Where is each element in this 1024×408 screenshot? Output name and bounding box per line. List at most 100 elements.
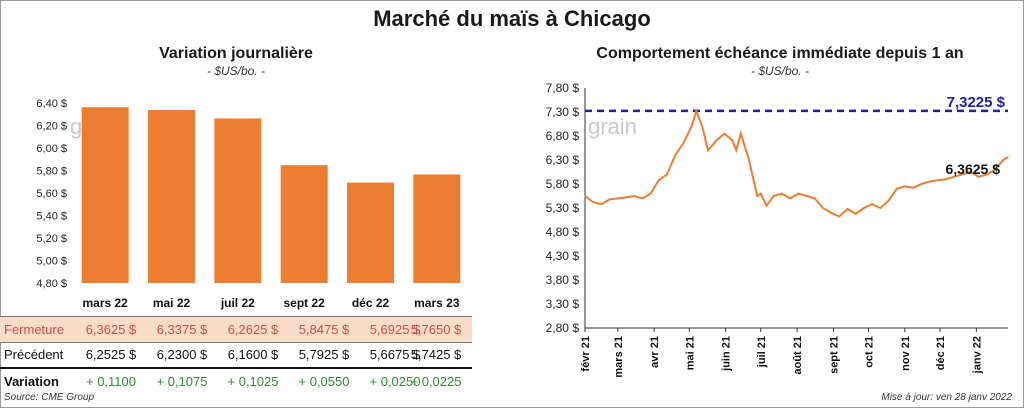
line-point	[781, 192, 783, 195]
line-ytick-label: 2,80 $	[546, 321, 580, 335]
bar-ytick-label: 6,00 $	[36, 143, 67, 155]
line-xtick-label: mai 21	[684, 336, 696, 370]
bar-ytick-label: 6,20 $	[36, 121, 67, 133]
bar-category-label: mai 22	[153, 296, 191, 310]
bar-ytick-label: 5,20 $	[36, 233, 67, 245]
line-point	[871, 203, 873, 205]
line-point	[830, 212, 832, 214]
line-ytick-label: 4,80 $	[546, 225, 580, 239]
table-cell: 6,3625 $	[85, 322, 137, 337]
line-ytick-label: 5,30 $	[546, 201, 580, 215]
line-point	[797, 192, 800, 195]
source-note: Source: CME Group	[4, 392, 95, 403]
line-ytick-label: 4,30 $	[546, 249, 580, 263]
bar-category-label: juil 22	[220, 296, 255, 310]
line-point	[625, 196, 627, 199]
table-cell: + 0,1100	[85, 374, 136, 389]
row-label: Variation	[4, 374, 59, 389]
line-point	[928, 180, 931, 183]
table-cell: + 0,1025	[227, 374, 279, 389]
line-point	[879, 207, 882, 209]
right-chart-title: Comportement échéance immédiate depuis 1…	[596, 45, 964, 62]
table-cell: 5,7925 $	[298, 347, 350, 362]
line-ytick-label: 6,30 $	[546, 153, 580, 167]
line-point	[961, 173, 964, 176]
line-ytick-label: 3,30 $	[546, 297, 580, 311]
price-line	[584, 107, 1009, 218]
line-point	[715, 140, 718, 142]
bar	[347, 182, 394, 283]
table-cell: 6,2525 $	[85, 347, 137, 362]
bar	[81, 107, 129, 283]
line-xtick-label: nov 21	[900, 336, 912, 371]
table-row-variation: Variation + 0,1100 + 0,1075 + 0,1025 + 0…	[0, 369, 472, 394]
line-xtick-label: juin 21	[721, 336, 733, 372]
line-point	[912, 187, 914, 189]
line-point	[994, 168, 996, 171]
line-point	[707, 149, 709, 152]
line-point	[649, 192, 652, 195]
line-point	[759, 192, 762, 195]
line-point	[584, 195, 586, 197]
max-value-label: 7,3225 $	[947, 94, 1006, 111]
row-label: Fermeture	[4, 322, 64, 337]
bar	[214, 118, 262, 283]
line-xtick-label: janv 22	[971, 336, 983, 374]
line-point	[1007, 156, 1009, 158]
bar-category-label: mars 23	[414, 296, 460, 310]
left-chart-title: Variation journalière	[159, 45, 313, 62]
line-point	[986, 173, 988, 176]
row-label: Précédent	[4, 347, 64, 362]
line-point	[805, 195, 808, 197]
bar	[413, 174, 461, 283]
line-point	[863, 207, 865, 209]
main-title: Marché du maïs à Chicago	[373, 6, 651, 31]
bar-category-label: sept 22	[283, 296, 325, 310]
line-point	[854, 212, 857, 215]
line-point	[822, 207, 824, 209]
line-point	[658, 179, 660, 181]
line-point	[789, 197, 791, 200]
line-point	[945, 178, 947, 180]
line-xtick-label: mars 21	[613, 336, 625, 378]
table-cell: + 0,1075	[156, 374, 208, 389]
bar-ytick-label: 6,40 $	[36, 98, 67, 110]
table-cell: + 0,0550	[298, 374, 350, 389]
line-point	[953, 176, 955, 178]
line-point	[735, 149, 737, 152]
table-cell: 6,1600 $	[227, 347, 279, 362]
line-xtick-label: août 21	[792, 336, 804, 375]
line-point	[765, 204, 768, 207]
line-ytick-label: 6,80 $	[546, 129, 580, 143]
table-row-fermeture: Fermeture 6,3625 $ 6,3375 $ 6,2625 $ 5,8…	[0, 316, 472, 343]
bar-ytick-label: 5,40 $	[36, 211, 67, 223]
line-ytick-label: 5,80 $	[546, 177, 580, 191]
bar-ytick-label: 5,60 $	[36, 188, 67, 200]
last-value-label: 6,3625 $	[946, 161, 1001, 177]
update-note: Mise à jour: ven 28 janv 2022	[881, 392, 1012, 403]
bar	[148, 110, 195, 283]
table-cell: + 0,0250	[369, 374, 421, 389]
line-point	[666, 173, 668, 176]
table-row-precedent: Précédent 6,2525 $ 6,2300 $ 6,1600 $ 5,7…	[0, 342, 472, 369]
line-point	[674, 154, 677, 156]
line-point	[748, 159, 750, 161]
line-point	[904, 185, 906, 188]
bar-ytick-label: 5,00 $	[36, 256, 67, 268]
table-cell: + 0,0225	[410, 374, 462, 389]
line-chart-watermark: grain	[588, 114, 637, 139]
line-point	[838, 215, 841, 218]
table-cell: 6,2300 $	[156, 347, 208, 362]
line-point	[723, 132, 726, 135]
bar-chart: grain 4,80 $5,00 $5,20 $5,40 $5,60 $5,80…	[36, 98, 461, 310]
line-point	[756, 195, 759, 197]
bar-category-label: mars 22	[82, 296, 128, 310]
line-point	[977, 176, 980, 178]
line-point	[969, 171, 972, 173]
line-xtick-label: avr 21	[649, 336, 661, 368]
bar-category-label: déc 22	[352, 296, 390, 310]
line-point	[600, 203, 603, 205]
line-point	[695, 110, 698, 112]
line-point	[701, 125, 703, 128]
line-point	[592, 201, 595, 204]
